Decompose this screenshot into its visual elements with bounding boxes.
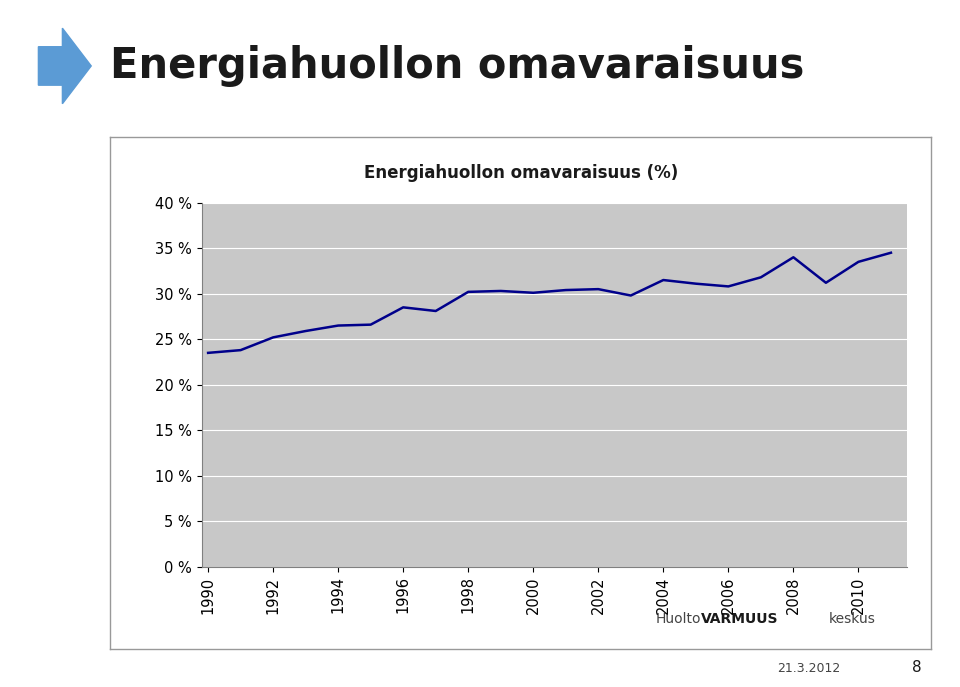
Text: 21.3.2012: 21.3.2012 — [777, 662, 840, 675]
Text: Energiahuollon omavaraisuus (%): Energiahuollon omavaraisuus (%) — [364, 164, 678, 182]
Text: Energiahuollon omavaraisuus: Energiahuollon omavaraisuus — [110, 45, 804, 87]
FancyArrow shape — [38, 28, 91, 104]
Text: 8: 8 — [912, 660, 922, 675]
Text: Huolto: Huolto — [656, 611, 702, 625]
Text: VARMUUS: VARMUUS — [702, 611, 779, 625]
Text: keskus: keskus — [828, 611, 876, 625]
Text: Lähde Tilastokeskus 2011 /1-9 kuukaudet: Lähde Tilastokeskus 2011 /1-9 kuukaudet — [382, 207, 660, 221]
